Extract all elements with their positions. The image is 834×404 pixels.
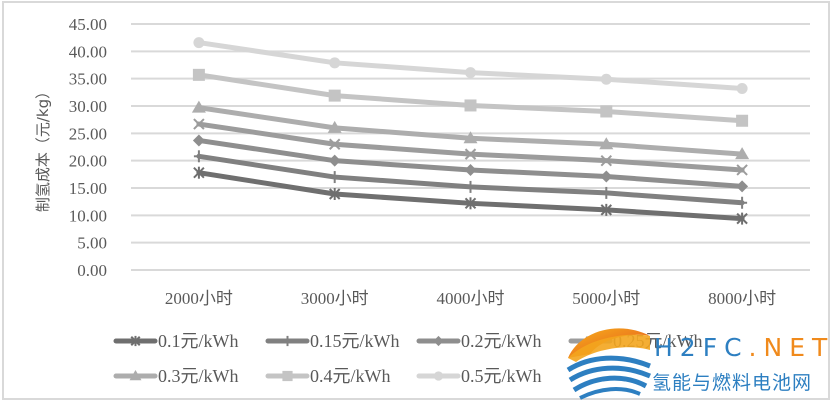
data-point-marker [193,166,205,179]
data-point-marker [600,154,613,167]
data-point-marker [193,118,205,130]
data-point-marker [191,100,206,113]
watermark-logo: H2FC.NET 氢能与燃料电池网 [566,328,834,400]
data-point-marker [193,150,204,163]
legend-item: 0.2元/kWh [416,331,542,351]
data-point-marker [130,335,141,347]
data-point-marker [464,163,477,176]
data-point-marker [192,68,205,81]
y-tick-label: 45.00 [69,15,107,34]
y-tick-label: 5.00 [77,234,107,253]
data-point-marker [600,73,612,85]
legend-item: 0.3元/kWh [113,366,239,386]
legend-label: 0.15元/kWh [310,331,400,351]
data-point-marker [465,67,476,79]
data-point-marker [463,131,478,144]
data-point-marker [600,105,613,118]
logo-name-main: H2FC [654,333,749,362]
data-point-marker [464,99,477,112]
x-tick-label: 2000小时 [165,289,233,308]
y-tick-label: 35.00 [69,70,107,89]
series-triangle [191,100,750,160]
data-point-marker [329,171,340,184]
series-group [191,37,750,225]
data-point-marker [600,170,613,183]
series-asterisk [193,166,748,225]
data-point-marker [736,180,749,193]
data-point-marker [737,196,748,209]
data-point-marker [735,147,750,160]
x-axis-ticks: 2000小时 3000小时 4000小时 5000小时 8000小时 [165,289,776,308]
data-point-marker [736,164,748,176]
series-x [193,118,748,176]
data-point-marker [433,335,444,347]
x-tick-label: 8000小时 [708,289,776,308]
y-tick-label: 10.00 [69,206,107,225]
data-point-marker [282,370,293,382]
y-tick-label: 40.00 [69,42,107,61]
legend-label: 0.1元/kWh [158,331,239,351]
data-point-marker [433,371,444,381]
data-point-marker [464,197,477,210]
data-point-marker [283,335,292,347]
data-point-marker [329,57,341,69]
data-point-marker [600,203,613,216]
data-point-marker [736,114,749,127]
data-point-marker [464,148,477,160]
data-point-marker [327,120,342,133]
legend-item: 0.4元/kWh [265,366,391,386]
logo-name-en: H2FC.NET [654,333,834,362]
data-point-marker [192,134,205,147]
series-diamond [192,134,749,193]
series-plus [193,150,748,209]
y-tick-label: 0.00 [77,261,107,280]
y-tick-label: 15.00 [69,179,107,198]
data-point-marker [736,83,748,95]
legend-label: 0.3元/kWh [158,366,239,386]
logo-name-cn: 氢能与燃料电池网 [652,372,812,394]
data-point-marker [601,186,612,199]
legend-item: 0.5元/kWh [416,366,542,386]
x-tick-label: 5000小时 [572,289,640,308]
legend-item: 0.1元/kWh [113,331,239,351]
y-tick-label: 25.00 [69,124,107,143]
data-point-marker [328,154,341,167]
data-point-marker [129,370,142,381]
legend-item: 0.15元/kWh [265,331,400,351]
data-point-marker [328,89,341,102]
data-point-marker [193,37,205,49]
y-tick-label: 20.00 [69,152,107,171]
y-axis-ticks: 0.00 5.00 10.00 15.00 20.00 25.00 30.00 35.00 40… [69,15,107,280]
series-square [192,68,749,127]
data-point-marker [328,138,341,150]
y-axis-label: 制氢成本（元/kg） [34,84,52,212]
data-point-marker [328,188,341,201]
legend-label: 0.5元/kWh [461,366,542,386]
data-point-marker [736,212,748,225]
data-point-marker [465,180,476,193]
legend-label: 0.2元/kWh [461,331,542,351]
series-line [196,40,745,92]
y-tick-label: 30.00 [69,97,107,116]
logo-emblem-icon [566,328,651,400]
logo-name-suffix: .NET [749,333,834,362]
data-point-marker [599,137,614,150]
x-tick-label: 4000小时 [437,289,505,308]
legend-label: 0.4元/kWh [310,366,391,386]
x-tick-label: 3000小时 [301,289,369,308]
series-circle [193,37,748,95]
